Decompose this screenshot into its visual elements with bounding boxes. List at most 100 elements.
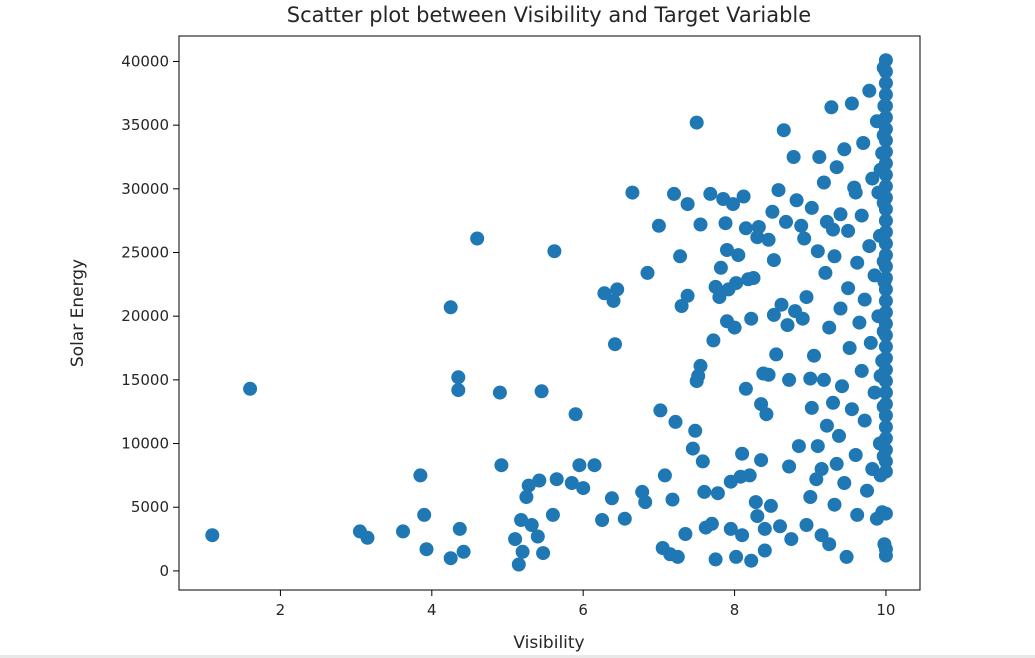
data-point	[797, 231, 812, 246]
data-point	[536, 546, 551, 561]
data-point	[727, 320, 742, 335]
y-axis-label: Solar Energy	[68, 259, 88, 367]
data-point	[814, 462, 829, 476]
data-point	[547, 244, 562, 259]
data-point	[417, 507, 432, 522]
data-point	[878, 420, 893, 434]
data-point	[713, 260, 728, 275]
data-point	[782, 459, 797, 474]
data-point	[744, 311, 759, 326]
data-point	[710, 486, 725, 501]
data-point	[757, 543, 772, 558]
data-point	[617, 511, 632, 526]
data-point	[878, 305, 893, 320]
data-point	[703, 186, 718, 201]
data-point	[807, 348, 821, 363]
data-point	[782, 372, 797, 387]
data-point	[568, 407, 583, 422]
data-point	[784, 532, 799, 547]
data-point	[521, 478, 536, 493]
data-point	[789, 193, 804, 208]
data-point	[826, 222, 840, 237]
data-point	[878, 431, 893, 446]
data-point	[720, 243, 734, 257]
data-point	[532, 473, 547, 488]
data-point	[726, 197, 740, 212]
data-point	[610, 282, 625, 297]
data-point	[878, 179, 893, 194]
data-point	[595, 513, 610, 527]
data-point	[841, 281, 856, 296]
data-point	[514, 513, 529, 527]
data-point	[771, 183, 786, 198]
data-point	[837, 142, 852, 157]
data-point	[769, 347, 784, 362]
data-point	[878, 385, 893, 400]
y-tick-label: 10000	[121, 435, 169, 453]
data-point	[837, 476, 852, 490]
points-layer	[205, 53, 893, 572]
data-point	[816, 175, 831, 190]
data-point	[810, 244, 825, 259]
data-point	[854, 208, 869, 223]
data-point	[765, 204, 780, 219]
data-point	[878, 351, 893, 366]
y-tick-label: 25000	[121, 244, 169, 262]
data-point	[863, 335, 878, 350]
data-point	[606, 293, 621, 308]
data-point	[839, 549, 854, 564]
data-point	[761, 232, 776, 247]
x-tick-label: 4	[427, 601, 437, 619]
data-point	[718, 216, 733, 231]
data-point	[833, 301, 848, 316]
data-point	[608, 337, 622, 352]
y-tick-label: 5000	[131, 498, 169, 516]
data-point	[668, 414, 683, 429]
data-point	[413, 468, 428, 483]
data-point	[799, 518, 814, 532]
y-tick-label: 20000	[121, 307, 169, 325]
data-point	[494, 458, 509, 473]
data-point	[878, 506, 893, 521]
data-point	[848, 185, 863, 200]
data-point	[706, 333, 721, 348]
data-point	[651, 218, 666, 233]
y-tick-label: 35000	[121, 116, 169, 134]
data-point	[852, 315, 867, 330]
data-point	[530, 529, 545, 544]
data-point	[878, 339, 893, 354]
data-point	[524, 518, 539, 532]
data-point	[842, 341, 857, 355]
data-point	[738, 381, 753, 396]
data-point	[812, 150, 827, 164]
chart-title: Scatter plot between Visibility and Targ…	[287, 3, 811, 27]
data-point	[779, 214, 793, 229]
data-point	[878, 87, 893, 102]
data-point	[731, 248, 746, 263]
data-point	[638, 495, 653, 510]
data-point	[688, 423, 703, 438]
data-point	[862, 239, 877, 254]
data-point	[419, 542, 434, 557]
data-point	[794, 218, 809, 233]
data-point	[878, 76, 893, 91]
data-point	[829, 456, 844, 471]
data-point	[695, 454, 710, 469]
y-tick-label: 15000	[121, 371, 169, 389]
data-point	[827, 497, 842, 512]
y-axis: 0 5000 10000 15000 20000 25000 30000 35000 40000	[121, 52, 179, 580]
data-point	[878, 213, 893, 228]
x-tick-label: 6	[578, 601, 588, 619]
data-point	[708, 552, 723, 567]
y-tick-label: 30000	[121, 180, 169, 198]
data-point	[832, 428, 846, 443]
x-axis: 2 4 6 8 10	[276, 590, 895, 619]
x-tick-label: 10	[876, 601, 895, 619]
data-point	[738, 221, 753, 236]
y-tick-label: 40000	[121, 52, 169, 70]
data-point	[856, 136, 871, 150]
data-point	[452, 521, 467, 536]
data-point	[515, 544, 530, 559]
data-point	[854, 363, 869, 378]
data-point	[674, 299, 689, 313]
